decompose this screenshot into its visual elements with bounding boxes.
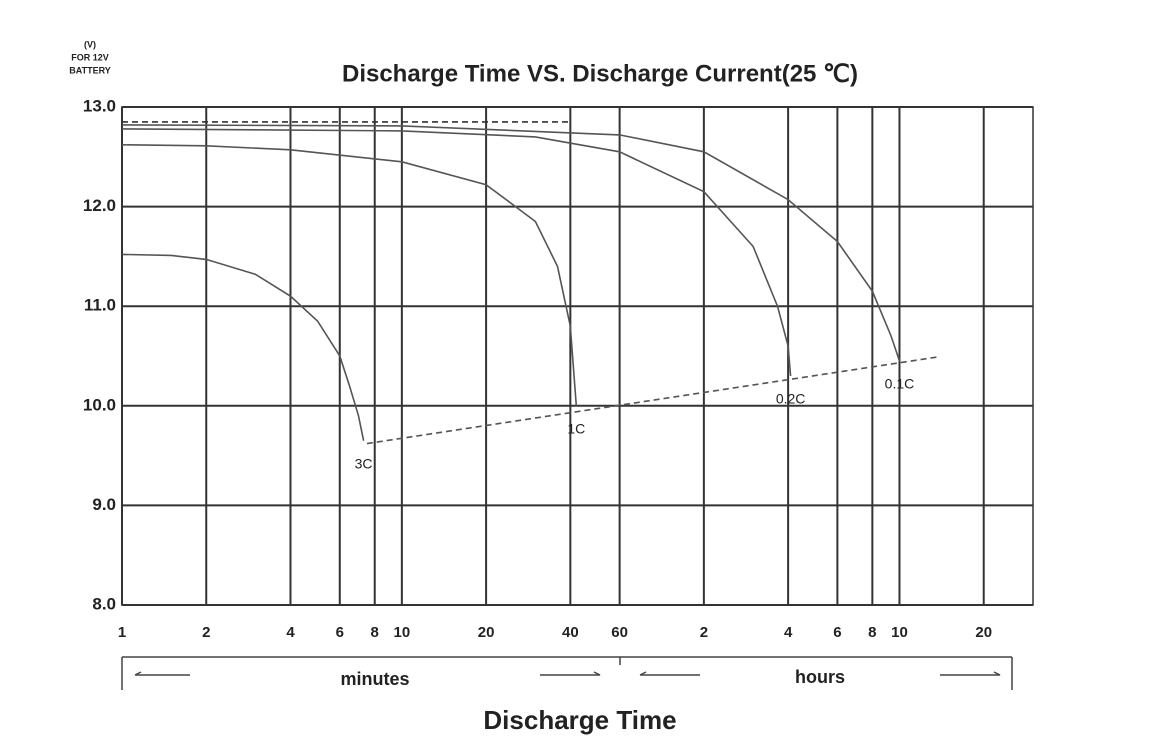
x-tick-label: 40 (562, 624, 579, 641)
y-unit: BATTERY (69, 65, 111, 75)
y-tick-label: 10.0 (83, 395, 116, 414)
y-tick-label: 11.0 (84, 296, 116, 315)
discharge-curve (121, 144, 578, 406)
discharge-curve (121, 128, 792, 376)
x-tick-label: 60 (611, 624, 628, 641)
y-tick-label: 12.0 (83, 196, 116, 215)
series-label: 0.1C (885, 376, 915, 392)
y-tick-label: 8.0 (92, 594, 116, 613)
y-tick-label: 13.0 (83, 96, 116, 115)
y-tick-label: 9.0 (92, 495, 116, 514)
time-bracket (121, 656, 1013, 690)
hours-label: hours (795, 667, 845, 687)
plot-frame (121, 106, 1034, 606)
discharge-curve (121, 253, 365, 441)
x-tick-label: 10 (891, 624, 908, 641)
series-label: 1C (567, 421, 585, 437)
minutes-label: minutes (340, 669, 409, 689)
x-tick-label: 10 (394, 624, 411, 641)
discharge-curve (121, 124, 901, 362)
discharge-curve (366, 356, 938, 445)
series-label: 0.2C (776, 391, 806, 407)
x-tick-label: 20 (478, 624, 495, 641)
x-tick-label: 2 (700, 624, 708, 641)
x-tick-label: 4 (784, 624, 793, 641)
x-tick-label: 20 (975, 624, 992, 641)
x-axis-label: Discharge Time (483, 705, 676, 735)
y-unit: FOR 12V (71, 52, 109, 62)
y-unit: (V) (84, 39, 96, 49)
x-tick-label: 1 (118, 624, 126, 641)
x-tick-label: 8 (868, 624, 876, 641)
chart-title: Discharge Time VS. Discharge Current(25 … (342, 60, 858, 87)
x-tick-label: 4 (286, 624, 295, 641)
x-tick-label: 6 (336, 624, 344, 641)
series-label: 3C (355, 455, 373, 471)
x-tick-label: 8 (371, 624, 379, 641)
x-tick-label: 2 (202, 624, 210, 641)
x-tick-label: 6 (833, 624, 841, 641)
